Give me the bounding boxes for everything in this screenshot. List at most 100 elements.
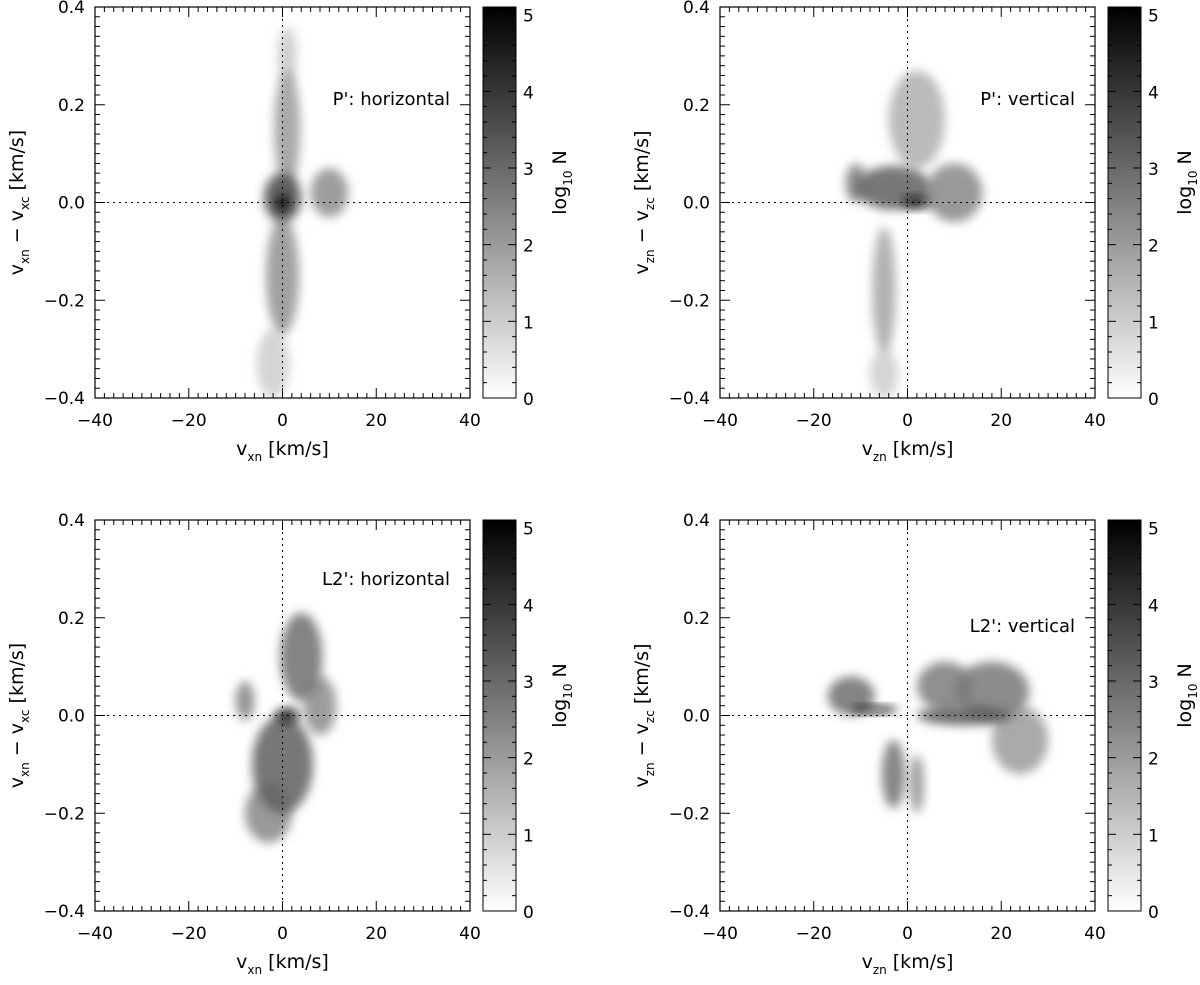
density-blob [872, 226, 896, 355]
colorbar-tick-label: 1 [1148, 826, 1159, 846]
y-tick-label: −0.4 [44, 389, 85, 409]
colorbar-tick-label: 3 [1148, 673, 1159, 693]
density-map [256, 26, 349, 398]
y-label-v1: v [6, 777, 28, 788]
y-label-minus: − v [6, 210, 28, 249]
x-tick-label: −40 [77, 411, 113, 431]
x-axis-label: vzn [km/s] [862, 438, 954, 464]
colorbar-label-log: log [1174, 186, 1196, 215]
density-blob [235, 681, 255, 721]
y-tick-label: 0.2 [683, 609, 710, 629]
y-tick-label: −0.2 [44, 804, 85, 824]
y-label-minus: − v [6, 723, 28, 762]
panel-annotation: L2': horizontal [322, 569, 450, 590]
y-tick-label: −0.4 [669, 389, 710, 409]
x-label-subscript: xn [247, 450, 262, 464]
x-label-base: v [236, 438, 247, 460]
x-tick-label: 0 [902, 411, 913, 431]
colorbar-tick-label: 3 [1148, 160, 1159, 180]
density-blob [870, 349, 899, 398]
x-tick-label: −20 [796, 411, 832, 431]
colorbar-tick-label: 5 [1148, 7, 1159, 27]
density-blob [902, 196, 931, 209]
y-tick-label: 0.0 [58, 707, 85, 727]
y-label-subscript-1: zn [643, 762, 657, 776]
density-blob [256, 329, 290, 398]
y-label-subscript-1: xn [18, 249, 32, 264]
y-tick-label: 0.0 [58, 194, 85, 214]
colorbar-tick-label: 3 [523, 673, 534, 693]
density-blob [851, 705, 899, 714]
colorbar-label-n: N [1174, 150, 1196, 170]
colorbar-tick-label: 1 [523, 826, 534, 846]
y-tick-label: 0.4 [683, 511, 710, 531]
colorbar-label-n: N [1174, 663, 1196, 683]
y-axis-label: vzn − vzc [km/s] [631, 644, 657, 788]
y-axis-label: vzn − vzc [km/s] [631, 131, 657, 275]
y-label-unit: [km/s] [6, 130, 28, 197]
x-label-unit: [km/s] [887, 438, 954, 460]
colorbar-label-subscript: 10 [1186, 684, 1200, 699]
colorbar-tick-label: 0 [523, 390, 534, 410]
colorbar-tick-label: 0 [1148, 390, 1159, 410]
y-label-subscript-2: xc [18, 709, 32, 723]
colorbar-label-subscript: 10 [1186, 171, 1200, 186]
colorbar-tick-label: 4 [1148, 596, 1159, 616]
x-tick-label: −20 [171, 924, 207, 944]
y-label-unit: [km/s] [6, 643, 28, 710]
x-label-base: v [862, 438, 873, 460]
density-blob [252, 715, 313, 814]
colorbar [1107, 6, 1142, 399]
x-tick-label: −40 [702, 924, 738, 944]
x-label-subscript: xn [247, 963, 262, 977]
x-tick-label: 20 [365, 924, 387, 944]
y-label-v1: v [631, 776, 653, 787]
panel-annotation: P': horizontal [333, 89, 450, 110]
y-label-subscript-2: zc [643, 197, 657, 210]
x-tick-label: −40 [702, 411, 738, 431]
x-tick-label: 20 [990, 924, 1012, 944]
colorbar-tick-label: 0 [1148, 903, 1159, 923]
colorbar-tick-label: 1 [523, 313, 534, 333]
x-label-subscript: zn [873, 450, 887, 464]
x-tick-label: 40 [1084, 411, 1106, 431]
colorbar-label-n: N [549, 150, 571, 170]
density-blob [881, 739, 906, 809]
colorbar-tick-label: 5 [523, 520, 534, 540]
x-tick-label: −40 [77, 924, 113, 944]
x-axis-label: vxn [km/s] [236, 438, 329, 464]
colorbar-tick-label: 0 [523, 903, 534, 923]
y-tick-label: 0.0 [683, 194, 710, 214]
x-label-unit: [km/s] [262, 951, 329, 973]
x-label-base: v [236, 951, 247, 973]
panel-annotation: P': vertical [980, 89, 1075, 110]
x-tick-label: 40 [459, 411, 481, 431]
colorbar-tick-label: 5 [1148, 520, 1159, 540]
density-blob [926, 163, 983, 223]
colorbar-label-subscript: 10 [561, 684, 575, 699]
density-blob [909, 754, 924, 814]
y-label-v1: v [631, 263, 653, 274]
x-label-unit: [km/s] [887, 951, 954, 973]
density-blob [888, 70, 945, 169]
y-tick-label: −0.4 [669, 902, 710, 922]
density-map [235, 612, 337, 843]
colorbar-label: log10 N [1174, 663, 1200, 728]
density-blob [954, 661, 1030, 721]
y-label-unit: [km/s] [631, 131, 653, 198]
density-blob [277, 26, 297, 86]
y-label-subscript-1: zn [643, 249, 657, 263]
colorbar-label: log10 N [549, 150, 575, 215]
colorbar [482, 519, 517, 912]
x-tick-label: 40 [1084, 924, 1106, 944]
y-tick-label: 0.2 [58, 96, 85, 116]
x-tick-label: 20 [365, 411, 387, 431]
density-blob [274, 70, 301, 188]
y-tick-label: 0.4 [683, 0, 710, 18]
x-axis-label: vxn [km/s] [236, 951, 329, 977]
x-tick-label: −20 [796, 924, 832, 944]
